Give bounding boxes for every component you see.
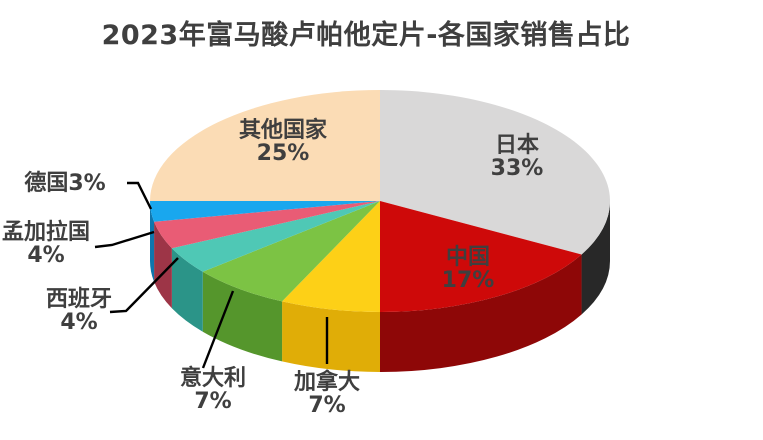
slice-label-name: 日本 [494, 133, 539, 158]
slice-label-name: 加拿大 [293, 370, 360, 395]
slice-label-pct: 7% [194, 389, 232, 414]
slice-label-name: 德国 [24, 171, 69, 196]
pie-side-3 [202, 271, 283, 362]
pie-slice-6 [150, 201, 380, 222]
pie-slice-0 [380, 90, 611, 255]
slice-label-name: 意大利 [179, 366, 246, 391]
slice-label-canada: 加拿大 7% [267, 371, 387, 417]
slice-label-name: 西班牙 [45, 287, 112, 312]
pie-slice-4 [171, 201, 380, 272]
slice-label-italy: 意大利 7% [153, 367, 273, 413]
slice-label-bangladesh: 孟加拉国 4% [0, 221, 92, 267]
slice-label-pct: 4% [60, 310, 98, 335]
slice-label-japan: 日本 33% [437, 134, 597, 180]
slice-label-spain: 西班牙 4% [19, 288, 139, 334]
pie-slice-5 [154, 201, 380, 249]
leader-line [127, 181, 153, 210]
leader-line [94, 230, 155, 249]
slice-label-name: 其他国家 [238, 118, 327, 143]
slice-label-name: 孟加拉国 [1, 220, 90, 245]
slice-label-pct: 25% [256, 141, 310, 166]
slice-label-china: 中国 17% [388, 246, 548, 292]
chart-title: 2023年富马酸卢帕他定片-各国家销售占比 [101, 20, 631, 51]
pie-side-2 [282, 301, 380, 372]
slice-label-pct: 33% [490, 156, 544, 181]
pie-slice-3 [202, 201, 380, 302]
slice-label-pct: 17% [441, 268, 495, 293]
pie-side-1 [380, 254, 582, 372]
pie-side-5 [154, 221, 172, 309]
slice-label-name: 中国 [445, 245, 490, 270]
pie-slice-2 [282, 201, 380, 312]
pie-side-4 [171, 248, 203, 332]
slice-label-pct: 4% [27, 243, 65, 268]
pie-slice-7 [150, 90, 380, 201]
leader-line [109, 257, 179, 314]
slice-label-pct: 7% [308, 393, 346, 418]
slice-label-others: 其他国家 25% [203, 119, 363, 165]
pie-side-0 [581, 201, 610, 315]
slice-label-pct: 3% [68, 171, 106, 196]
pie-side-6 [150, 201, 155, 282]
pie-slice-1 [380, 201, 582, 312]
slice-label-germany: 德国3% [6, 172, 124, 195]
leader-line [201, 290, 235, 369]
